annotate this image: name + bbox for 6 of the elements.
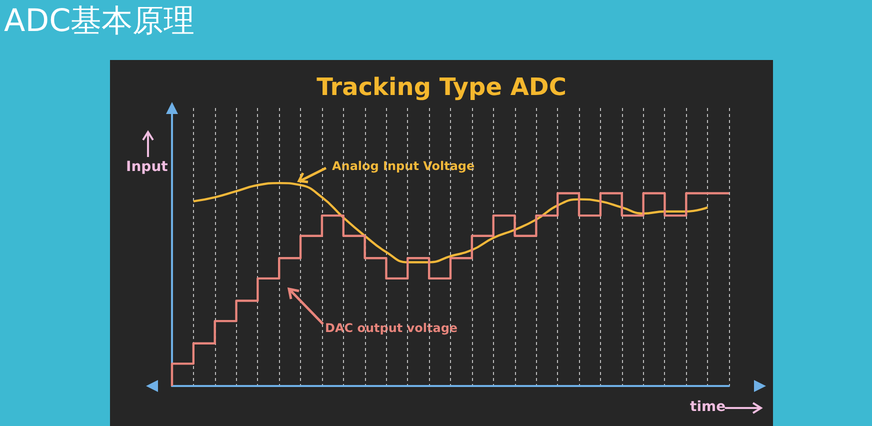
annotation: DAC output voltage: [325, 321, 458, 335]
x-axis-title: time: [690, 399, 726, 415]
chart-title: ADC基本原理: [4, 2, 195, 41]
text: Analog Input Voltage: [332, 159, 475, 173]
y-axis-title: Input: [126, 159, 168, 175]
chart-subtitle: Tracking Type ADC: [316, 73, 566, 101]
